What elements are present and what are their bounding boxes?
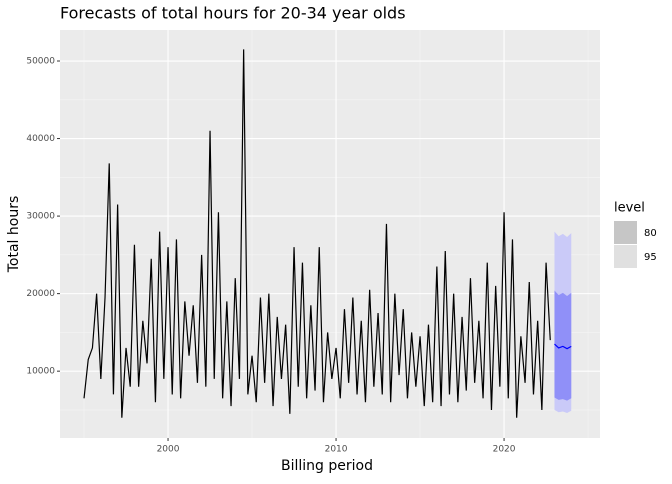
legend-key — [614, 245, 637, 268]
y-tick-label: 10000 — [26, 367, 55, 377]
y-tick-label: 30000 — [26, 212, 55, 222]
y-tick-label: 40000 — [26, 134, 55, 144]
forecast-band-80 — [554, 290, 572, 401]
forecast-line — [554, 343, 572, 350]
x-tick-label: 2000 — [157, 445, 180, 455]
chart-title: Forecasts of total hours for 20-34 year … — [60, 4, 406, 23]
legend-key — [614, 221, 637, 244]
y-tick-label: 20000 — [26, 289, 55, 299]
y-axis-title: Total hours — [6, 196, 22, 274]
x-tick-label: 2010 — [325, 445, 348, 455]
x-tick-label: 2020 — [493, 445, 516, 455]
x-axis-title: Billing period — [281, 458, 373, 474]
data-line — [83, 49, 551, 418]
plot-panel — [60, 30, 600, 438]
legend-title: level — [614, 201, 645, 216]
y-tick-label: 50000 — [26, 57, 55, 67]
legend-label: 95 — [644, 252, 657, 263]
legend-label: 80 — [644, 228, 657, 239]
